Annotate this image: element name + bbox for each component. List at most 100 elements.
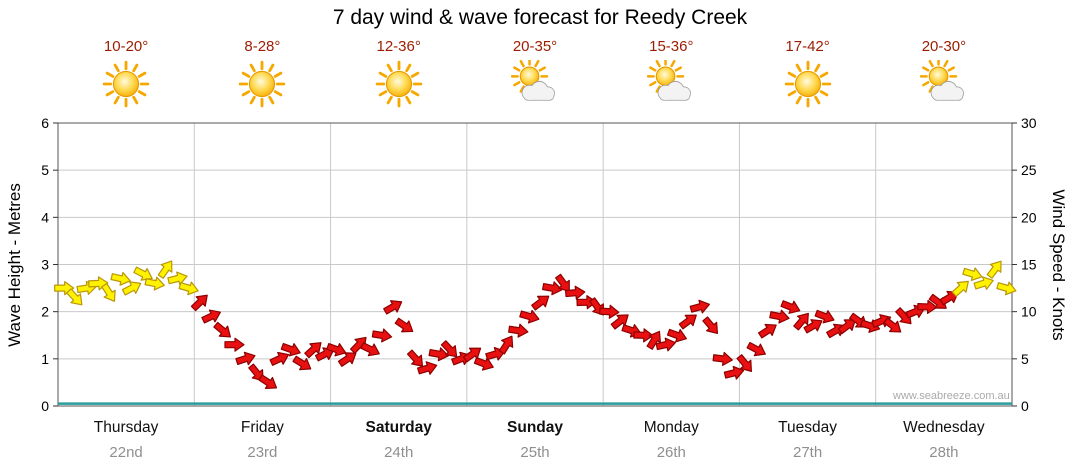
wind-arrow	[201, 309, 221, 324]
partly-cloudy-icon	[510, 57, 555, 101]
wind-arrow	[462, 347, 482, 363]
wind-arrow	[758, 323, 777, 339]
day-name-label: Sunday	[507, 419, 563, 436]
weather-icon-holder	[375, 60, 423, 108]
wind-arrow	[248, 363, 264, 382]
temp-range-label: 20-35°	[512, 38, 558, 55]
wind-arrow	[610, 314, 629, 330]
weather-icon-holder	[238, 60, 286, 108]
day-date-label: 28th	[929, 444, 959, 461]
wind-arrow	[564, 285, 586, 300]
day-date-label: 22nd	[109, 444, 143, 461]
svg-text:0: 0	[1021, 398, 1029, 414]
wind-arrow	[258, 374, 278, 389]
wind-arrow	[689, 299, 710, 314]
day-name-label: Wednesday	[903, 419, 985, 436]
wind-arrow	[157, 260, 173, 279]
wind-arrow	[736, 354, 752, 372]
wind-arrow	[144, 276, 165, 291]
wind-arrow	[939, 290, 959, 306]
sunny-icon	[375, 60, 422, 108]
svg-text:10: 10	[1021, 304, 1037, 320]
wind-arrow	[269, 351, 290, 366]
wind-arrow	[235, 351, 256, 366]
day-name-label: Tuesday	[778, 419, 838, 436]
wind-arrow	[304, 342, 322, 359]
svg-text:25: 25	[1021, 162, 1037, 178]
wind-arrow	[655, 337, 676, 352]
wind-arrow	[996, 281, 1017, 296]
wind-arrow	[633, 328, 654, 343]
wind-arrow	[599, 304, 620, 319]
wind-arrow	[178, 281, 199, 296]
wind-arrow	[712, 351, 733, 366]
wind-arrow	[917, 299, 938, 315]
day-name-label: Saturday	[365, 419, 432, 436]
wind-arrow	[440, 340, 458, 358]
temp-range-label: 17-42°	[785, 38, 830, 55]
weather-icon-holder	[647, 57, 695, 108]
wind-arrow	[702, 316, 719, 335]
sunny-icon	[102, 60, 150, 108]
wind-arrow	[66, 288, 83, 306]
day-date-label: 24th	[384, 444, 414, 461]
day-date-label: 25th	[520, 444, 550, 461]
weather-icon-holder	[784, 60, 832, 108]
wind-arrow	[360, 342, 380, 357]
svg-text:1: 1	[41, 351, 49, 367]
partly-cloudy-icon	[919, 57, 964, 101]
day-date-label: 27th	[792, 444, 823, 461]
svg-text:2: 2	[41, 304, 49, 320]
wind-arrow	[666, 328, 687, 343]
wind-arrow	[973, 276, 994, 290]
day-name-label: Monday	[643, 419, 699, 436]
wind-arrow	[337, 352, 357, 367]
wind-arrow	[394, 317, 414, 333]
wind-arrow	[646, 330, 661, 350]
wind-arrow	[101, 282, 116, 302]
sunny-icon	[784, 60, 831, 108]
wind-arrow	[555, 273, 570, 293]
day-name-label: Thursday	[93, 419, 159, 436]
wind-arrow	[110, 271, 131, 286]
day-date-label: 23rd	[247, 444, 278, 461]
wind-arrow	[793, 312, 809, 331]
svg-text:30: 30	[1021, 115, 1037, 131]
wind-arrow	[769, 309, 790, 324]
svg-text:5: 5	[41, 162, 49, 178]
wind-arrow	[883, 317, 902, 333]
wind-arrow	[576, 295, 597, 310]
wind-arrow	[508, 323, 529, 338]
temp-range-label: 20-30°	[921, 38, 967, 55]
wind-arrow	[406, 349, 424, 367]
partly-cloudy-icon	[647, 57, 692, 101]
svg-text:3: 3	[41, 257, 49, 273]
wind-arrow	[803, 319, 823, 334]
temp-range-label: 10-20°	[103, 38, 149, 55]
wind-arrow	[383, 300, 403, 315]
svg-text:5: 5	[1021, 351, 1029, 367]
wind-arrow	[519, 309, 540, 324]
weather-icon-holder	[102, 60, 150, 108]
wind-arrow	[678, 314, 697, 330]
temp-range-label: 8-28°	[244, 38, 281, 55]
wind-arrow	[326, 342, 347, 357]
page-title: 7 day wind & wave forecast for Reedy Cre…	[332, 6, 748, 29]
wind-arrow	[542, 281, 563, 296]
wind-arrow	[292, 355, 312, 371]
wind-arrow	[951, 280, 969, 297]
wind-arrow	[746, 341, 766, 357]
wind-arrow	[473, 356, 494, 371]
wind-arrow	[224, 337, 245, 352]
wind-arrow	[780, 300, 801, 314]
wind-arrow	[723, 365, 745, 380]
svg-text:4: 4	[41, 209, 49, 225]
weather-icon-holder	[510, 57, 559, 108]
sunny-icon	[239, 60, 286, 108]
wind-arrow	[814, 309, 835, 324]
wind-arrow	[531, 295, 550, 311]
day-name-label: Friday	[240, 419, 284, 436]
wind-arrow	[167, 271, 188, 286]
